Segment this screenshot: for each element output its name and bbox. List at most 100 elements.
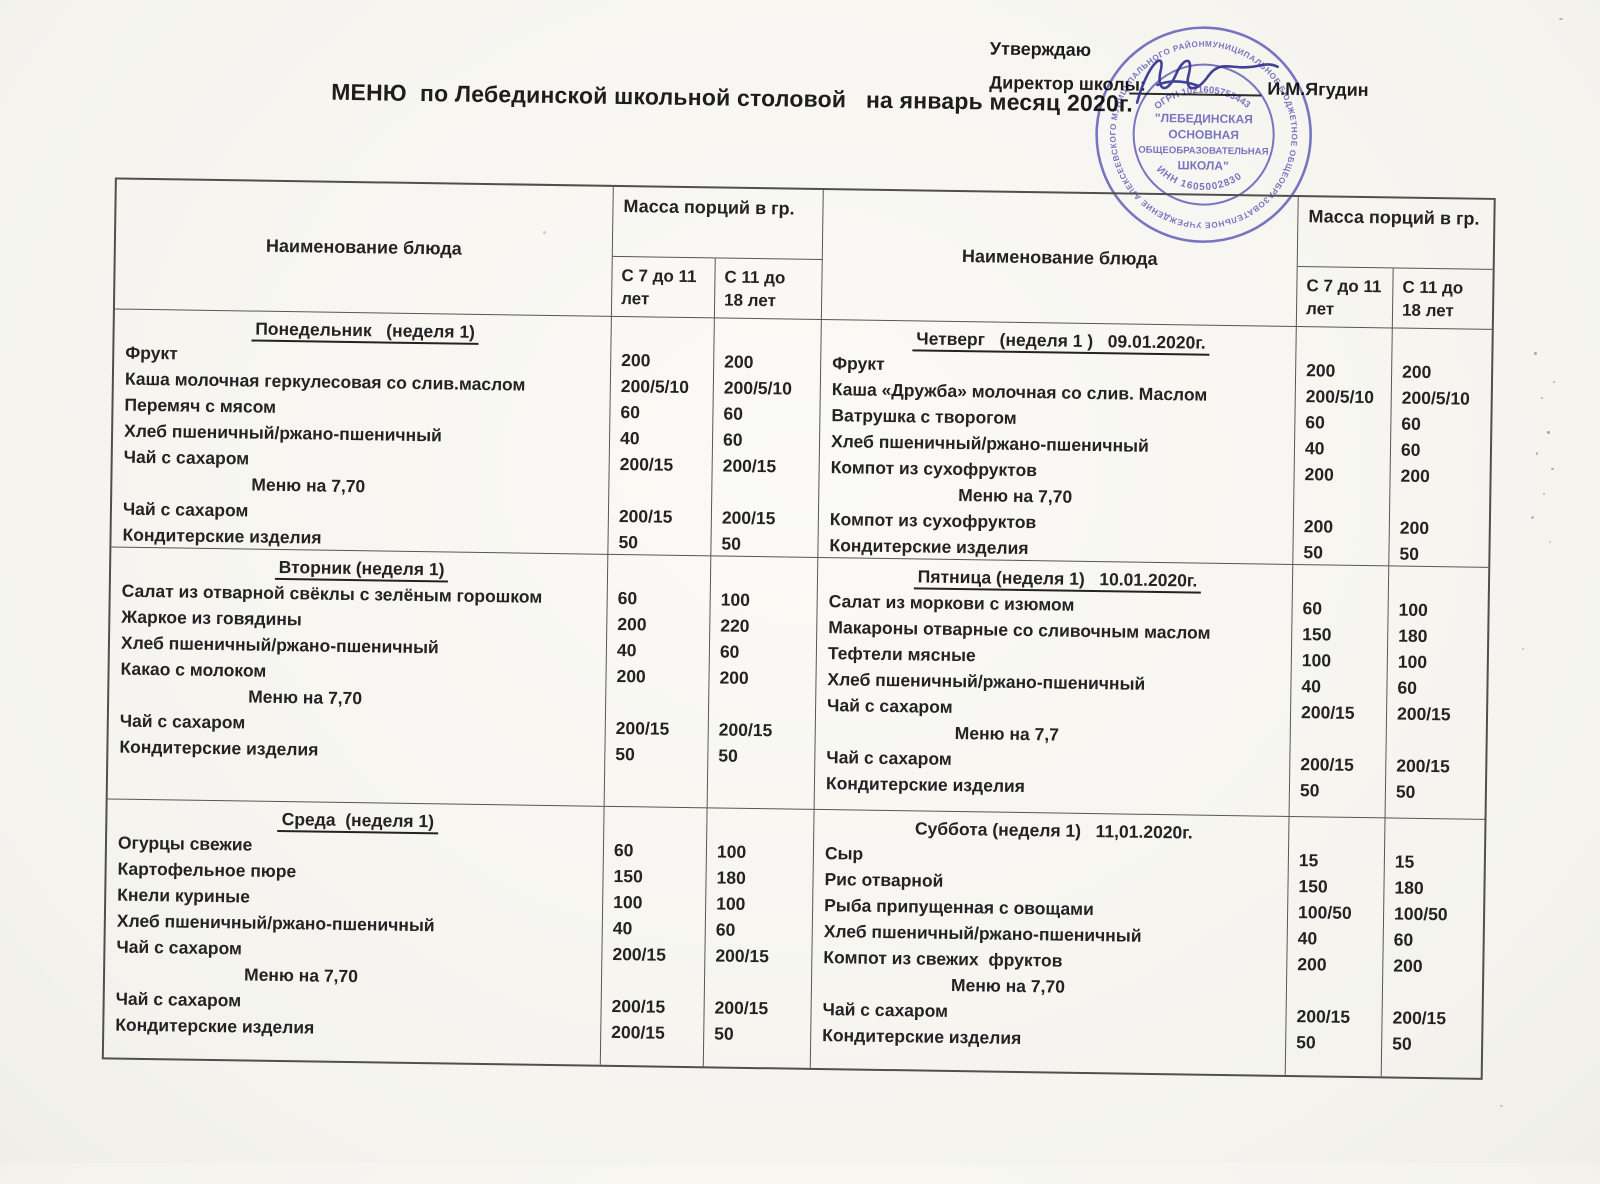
- portion-value: 150: [613, 865, 643, 887]
- spacer-line: [1299, 821, 1384, 848]
- age-label: С 11 до 18 лет: [723, 267, 786, 311]
- portion-value: 200: [1393, 955, 1423, 976]
- portion-value: 60: [723, 403, 744, 424]
- portion-value: 50: [618, 531, 639, 553]
- stamp-name-line: ОСНОВНАЯ: [1168, 127, 1239, 142]
- portion-value: 60: [1400, 439, 1421, 460]
- portion-empty: [719, 691, 815, 718]
- portion-value: 15: [1298, 850, 1319, 871]
- portion-value: 200/15: [612, 943, 667, 965]
- scan-speck: [1553, 381, 1555, 383]
- portion-value: 200: [621, 350, 651, 371]
- scan-speck: [1500, 1105, 1503, 1107]
- portion-value: 200/15: [618, 505, 673, 527]
- approve-label: Утверждаю: [989, 38, 1092, 60]
- portion-value: 50: [1395, 781, 1416, 802]
- spacer-line: [621, 321, 713, 348]
- portion-value: 40: [1301, 676, 1322, 697]
- portion-value: 200: [1401, 361, 1432, 383]
- stamp-name-line: "ЛЕБЕДИНСКАЯ: [1155, 111, 1253, 126]
- portion-value: 200: [1306, 360, 1336, 381]
- school-stamp: МУНИЦИПАЛЬНОЕ БЮДЖЕТНОЕ ОБЩЕОБРАЗОВАТЕЛЬ…: [1084, 11, 1318, 249]
- scan-speck: [543, 231, 546, 234]
- portion-value: 50: [714, 1023, 734, 1044]
- cell-friday-mass-7-11: 60 150 100 40 200/15 200/15 50: [1289, 565, 1390, 819]
- portion-value: 60: [613, 839, 634, 861]
- spacer-line: [614, 811, 706, 838]
- portion-value: 200/15: [718, 719, 773, 741]
- portion-value: 15: [1394, 851, 1415, 872]
- portion-value: 180: [1394, 877, 1424, 898]
- header-mass-right: Масса порций в гр.: [1297, 197, 1494, 270]
- portion-value: 200/15: [714, 997, 769, 1019]
- portion-value: 200: [616, 665, 646, 687]
- spacer-line: [618, 559, 710, 586]
- stamp-inner-ring: [1132, 63, 1275, 206]
- portion-empty: [1301, 725, 1386, 752]
- portion-value: 200/15: [1396, 703, 1451, 725]
- cell-friday-dishes: Пятница (неделя 1) 10.01.2020г. Салат из …: [814, 557, 1294, 817]
- day-heading: Вторник (неделя 1): [274, 556, 449, 583]
- scan-speck: [1543, 493, 1545, 495]
- scan-speck: [1531, 516, 1534, 519]
- portion-value: 60: [719, 641, 740, 662]
- portion-value: 180: [1398, 625, 1428, 647]
- spacer-line: [724, 323, 820, 350]
- portion-value: 60: [715, 919, 736, 940]
- spacer-line: [1402, 333, 1491, 360]
- header-age-young-left: С 7 до 11 лет: [611, 256, 716, 319]
- cell-tuesday-mass-11-18: 100 220 60 200 200/15 50: [707, 556, 819, 810]
- dish-name: Кондитерские изделия: [822, 1025, 1022, 1049]
- portion-value: 200/15: [611, 1021, 665, 1043]
- portion-value: 200: [1400, 465, 1430, 487]
- spacer-line: [1399, 571, 1488, 598]
- portion-value: 200: [724, 351, 754, 372]
- header-dish-left: Наименование блюда: [114, 179, 614, 317]
- portion-value: 150: [1298, 876, 1328, 897]
- header-age-old-right: С 11 до 18 лет: [1392, 268, 1493, 330]
- portion-value: 60: [1401, 413, 1421, 434]
- portion-value: 100/50: [1297, 902, 1352, 923]
- portion-value: 40: [612, 917, 633, 939]
- scan-speck: [1547, 431, 1550, 434]
- stamp-outer-ring: [1095, 26, 1312, 243]
- portion-value: 150: [1302, 624, 1332, 645]
- portion-value: 200/15: [611, 995, 666, 1017]
- portion-value: 100: [716, 893, 746, 914]
- portion-empty: [612, 967, 704, 994]
- header-mass-left: Масса порций в гр.: [612, 186, 824, 260]
- director-signature: [1127, 44, 1284, 112]
- portion-value: 60: [1305, 412, 1326, 433]
- scan-speck: [1551, 468, 1554, 470]
- portion-value: 200/15: [1296, 1006, 1351, 1027]
- age-label: С 7 до 11 лет: [621, 266, 697, 309]
- portion-empty: [1304, 487, 1389, 514]
- portion-value: 50: [721, 533, 742, 554]
- cell-wednesday-dishes: Среда (неделя 1) Огурцы свежие Картофельно…: [103, 799, 605, 1065]
- header-age-young-right: С 7 до 11 лет: [1296, 267, 1394, 329]
- scan-speck: [1522, 648, 1524, 650]
- portion-value: 40: [619, 428, 640, 449]
- portion-value: 40: [1297, 928, 1318, 949]
- day-heading: Среда (неделя 1): [277, 808, 439, 835]
- portion-value: 50: [1299, 780, 1320, 801]
- spacer-line: [721, 561, 817, 588]
- portion-empty: [1297, 977, 1382, 1004]
- scan-speck: [1536, 452, 1538, 455]
- approval-block: Утверждаю Директор школы:: [989, 38, 1146, 94]
- portion-value: 50: [1399, 543, 1420, 564]
- portion-value: 100: [720, 589, 751, 610]
- portion-value: 40: [1304, 438, 1325, 459]
- portion-value: 100/50: [1393, 903, 1448, 925]
- portion-value: 180: [716, 867, 746, 888]
- cell-tuesday-dishes: Вторник (неделя 1) Салат из отварной свёк…: [107, 547, 609, 807]
- portion-value: 40: [616, 639, 637, 661]
- portion-empty: [1396, 727, 1485, 754]
- portion-value: 200/15: [1396, 755, 1450, 777]
- portion-value: 60: [722, 429, 743, 450]
- portion-value: 200: [617, 613, 647, 635]
- portion-value: 200/15: [1300, 754, 1354, 775]
- portion-value: 200/5/10: [620, 376, 690, 398]
- portion-value: 60: [617, 587, 638, 609]
- portion-value: 60: [1393, 929, 1414, 950]
